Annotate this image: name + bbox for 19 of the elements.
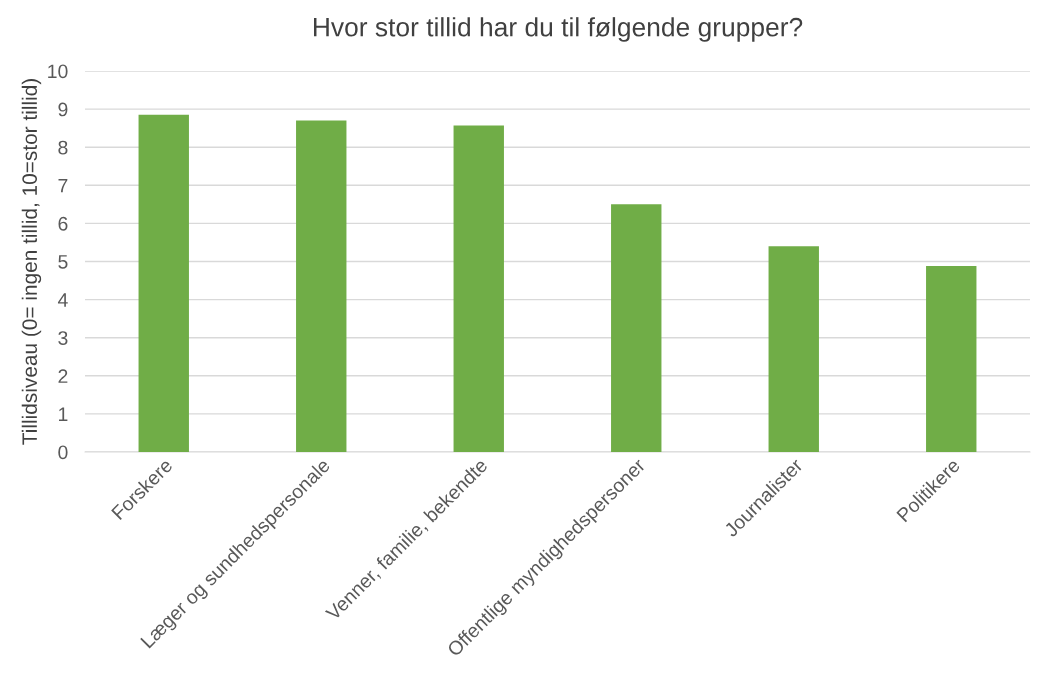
y-tick-label: 9 [58,102,68,117]
y-tick-label: 6 [58,216,68,231]
bar [138,114,189,452]
y-tick-label: 8 [58,140,68,155]
y-tick-label: 3 [58,331,68,345]
bar [453,125,504,452]
bar [926,266,977,452]
y-tick-label: 2 [58,369,68,383]
y-tick-label: 7 [58,178,68,193]
y-tick-label: 4 [57,293,68,307]
bar [296,120,347,452]
y-tick-label: 1 [59,407,68,421]
y-tick-label: 10 [48,64,68,79]
y-tick-label: 0 [58,445,68,460]
bar [611,204,662,452]
y-axis-title: Tillidsiveau (0= ingen tillid, 10=stor tillid) [21,79,42,445]
y-tick-label: 5 [58,255,68,269]
bar [768,246,819,452]
chart-title: Hvor stor tillid har du til følgende grupper? [314,17,803,42]
